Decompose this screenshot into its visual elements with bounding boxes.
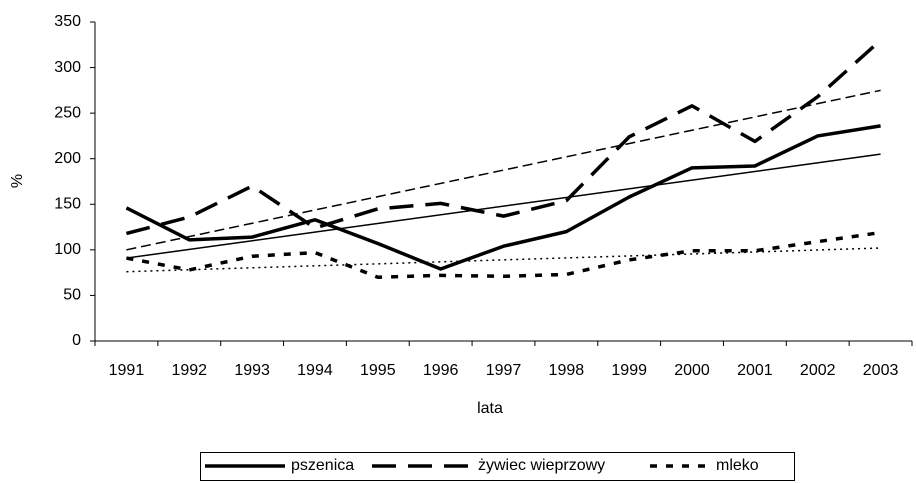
series-line bbox=[125, 124, 881, 271]
legend-box bbox=[200, 452, 795, 481]
y-tick-label: 100 bbox=[54, 241, 81, 258]
y-tick-label: 50 bbox=[63, 287, 81, 304]
x-axis-label: lata bbox=[477, 400, 503, 417]
y-tick-label: 200 bbox=[54, 150, 81, 167]
x-tick-label: 1999 bbox=[611, 362, 647, 379]
y-tick-label: 350 bbox=[54, 13, 81, 30]
series-line bbox=[125, 38, 882, 236]
legend-label: mleko bbox=[716, 457, 759, 474]
x-tick-label: 1991 bbox=[109, 362, 145, 379]
y-tick-label: 0 bbox=[72, 332, 81, 349]
x-tick-label: 1993 bbox=[234, 362, 270, 379]
y-axis-label: % bbox=[9, 174, 26, 188]
x-tick-label: 2003 bbox=[863, 362, 899, 379]
legend-label: żywiec wieprzowy bbox=[478, 457, 605, 474]
y-tick-label: 250 bbox=[54, 104, 81, 121]
y-tick-label: 300 bbox=[54, 59, 81, 76]
trend-line bbox=[126, 153, 881, 259]
legend-label: pszenica bbox=[291, 457, 354, 474]
x-tick-label: 1997 bbox=[486, 362, 522, 379]
y-tick-label: 150 bbox=[54, 196, 81, 213]
series-line bbox=[126, 230, 881, 279]
x-tick-label: 2001 bbox=[737, 362, 773, 379]
x-tick-label: 2000 bbox=[674, 362, 710, 379]
x-tick-label: 1996 bbox=[423, 362, 459, 379]
x-tick-label: 1998 bbox=[549, 362, 585, 379]
x-tick-label: 1995 bbox=[360, 362, 396, 379]
trend-line bbox=[126, 89, 881, 251]
x-tick-label: 2002 bbox=[800, 362, 836, 379]
x-tick-label: 1992 bbox=[171, 362, 207, 379]
x-tick-label: 1994 bbox=[297, 362, 333, 379]
